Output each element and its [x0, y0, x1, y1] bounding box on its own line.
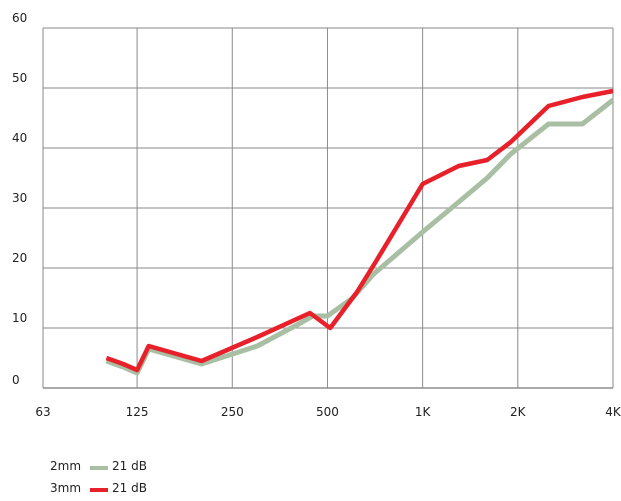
x-tick-2K: 2K: [510, 405, 527, 419]
legend-swatch-2mm: [90, 466, 108, 470]
y-tick-50: 50: [12, 71, 27, 85]
x-tick-4K: 4K: [605, 405, 621, 419]
legend-value-3mm: 21 dB: [112, 481, 147, 495]
x-tick-250: 250: [221, 405, 244, 419]
legend-label-3mm: 3mm: [50, 481, 82, 495]
x-tick-63: 63: [35, 405, 50, 419]
legend-value-2mm: 21 dB: [112, 459, 147, 473]
series-lines: [105, 88, 615, 376]
y-tick-20: 20: [12, 251, 27, 265]
x-axis-labels: 63 125 250 500 1K 2K 4K: [35, 405, 621, 419]
y-tick-30: 30: [12, 191, 27, 205]
legend-item-2mm: 2mm 21 dB: [50, 459, 147, 473]
y-tick-40: 40: [12, 131, 27, 145]
series-line-2mm: [105, 98, 615, 376]
x-tick-500: 500: [316, 405, 339, 419]
y-axis-labels: 0 10 20 30 40 50 60: [12, 11, 27, 387]
y-tick-0: 0: [12, 373, 20, 387]
y-tick-60: 60: [12, 11, 27, 25]
x-tick-125: 125: [126, 405, 149, 419]
legend-swatch-3mm: [90, 488, 108, 492]
series-line-3mm: [105, 88, 614, 373]
y-tick-10: 10: [12, 311, 27, 325]
x-tick-1K: 1K: [415, 405, 432, 419]
grid: [42, 27, 614, 389]
legend-label-2mm: 2mm: [50, 459, 82, 473]
legend-item-3mm: 3mm 21 dB: [50, 481, 147, 495]
